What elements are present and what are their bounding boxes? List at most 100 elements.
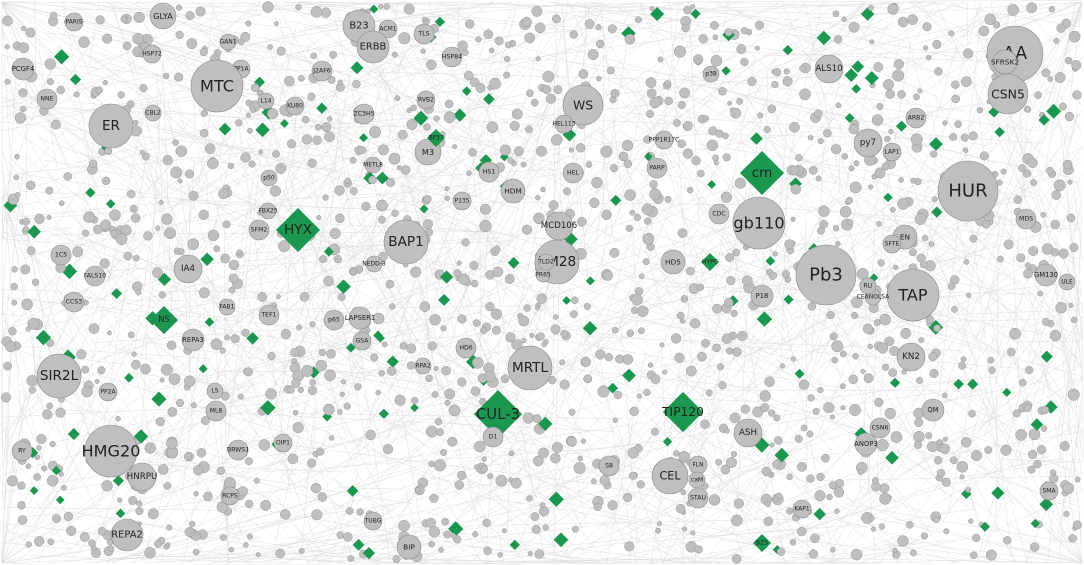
- minor-node: [258, 439, 270, 451]
- minor-node: [228, 286, 236, 294]
- minor-node: [683, 6, 692, 15]
- minor-node: [848, 374, 858, 384]
- minor-node: [618, 151, 629, 162]
- minor-node: [650, 374, 661, 384]
- minor-node: [677, 100, 686, 109]
- minor-node: [954, 120, 962, 128]
- minor-node: [514, 146, 524, 157]
- minor-node: [447, 436, 458, 447]
- circle-node-shape: [598, 455, 620, 477]
- node-brws1: BRWS1: [227, 439, 249, 461]
- minor-node: [850, 548, 863, 561]
- node-label: HUR: [948, 181, 987, 202]
- minor-node: [725, 253, 734, 262]
- node-label: TLS: [417, 31, 429, 38]
- minor-node: [1049, 330, 1062, 342]
- minor-diamond-node: [35, 329, 52, 346]
- minor-node: [1068, 302, 1074, 309]
- circle-node-shape: [84, 265, 106, 287]
- minor-node: [730, 309, 738, 317]
- minor-node: [560, 329, 569, 338]
- minor-node: [20, 105, 27, 113]
- minor-node: [524, 32, 536, 44]
- minor-node: [155, 225, 161, 231]
- minor-node: [3, 361, 12, 371]
- minor-node: [130, 359, 141, 370]
- minor-node: [340, 379, 346, 385]
- minor-node: [734, 177, 746, 189]
- minor-node: [356, 508, 364, 516]
- node-nedd-8: NEDD-8: [362, 255, 386, 273]
- node-csn6: CSN6: [869, 417, 891, 439]
- node-label: SMA: [1042, 488, 1056, 495]
- node-label: REPA3: [182, 336, 204, 344]
- minor-node: [701, 338, 710, 348]
- node-label: ALS10: [815, 64, 842, 74]
- minor-node: [884, 407, 896, 420]
- node-j2af6: J2AF6: [311, 60, 333, 82]
- node-sma: SMA: [1039, 481, 1059, 501]
- minor-node: [83, 211, 96, 223]
- minor-node: [794, 434, 803, 443]
- minor-node: [747, 77, 757, 87]
- circle-node-shape: [190, 59, 244, 113]
- minor-node: [809, 549, 819, 559]
- minor-diamond-node: [844, 68, 858, 82]
- minor-node: [700, 419, 710, 429]
- minor-node: [627, 447, 639, 459]
- minor-node: [647, 362, 654, 368]
- node-label: PARP: [649, 165, 665, 172]
- minor-node: [72, 246, 84, 258]
- minor-node: [530, 98, 539, 107]
- minor-node: [740, 404, 750, 414]
- minor-diamond-node: [816, 30, 832, 46]
- minor-node: [350, 268, 357, 275]
- minor-node: [914, 212, 927, 225]
- minor-node: [63, 511, 74, 522]
- minor-node: [821, 453, 830, 463]
- node-pp2a: PP2A: [98, 382, 118, 402]
- minor-node: [752, 406, 764, 418]
- minor-node: [117, 91, 125, 99]
- node-label: IA4: [181, 264, 196, 274]
- minor-node: [444, 195, 450, 202]
- minor-node: [595, 39, 605, 49]
- node-mtc: MTC: [190, 59, 244, 113]
- node-paris: PARIS: [64, 12, 84, 32]
- minor-diamond-node: [151, 391, 167, 407]
- minor-node: [857, 468, 864, 475]
- minor-node: [570, 310, 578, 318]
- minor-node: [1051, 190, 1061, 200]
- minor-node: [789, 121, 800, 133]
- minor-node: [2, 15, 13, 26]
- minor-node: [534, 549, 544, 559]
- node-label: P18: [756, 292, 769, 300]
- minor-diamond-node: [953, 378, 964, 390]
- minor-node: [951, 80, 960, 89]
- minor-node: [453, 269, 462, 278]
- minor-node: [867, 4, 874, 11]
- minor-node: [610, 164, 619, 173]
- minor-node: [372, 312, 385, 325]
- minor-diamond-node: [1038, 114, 1050, 126]
- minor-node: [853, 160, 860, 167]
- minor-node: [403, 3, 415, 15]
- minor-node: [776, 547, 786, 556]
- minor-diamond-node: [378, 408, 389, 419]
- minor-node: [484, 370, 496, 382]
- circle-node-shape: [149, 2, 177, 30]
- minor-node: [265, 388, 277, 400]
- circle-node-shape: [814, 54, 844, 84]
- minor-node: [939, 443, 951, 455]
- minor-node: [189, 520, 196, 528]
- node-gm130: GM130: [1034, 263, 1058, 287]
- minor-node: [771, 80, 779, 89]
- minor-node: [307, 92, 316, 101]
- minor-node: [1018, 164, 1027, 173]
- minor-node: [941, 477, 951, 487]
- minor-node: [1041, 68, 1051, 78]
- minor-node: [868, 184, 874, 190]
- minor-node: [966, 292, 972, 299]
- minor-node: [1068, 30, 1081, 43]
- minor-node: [411, 396, 419, 405]
